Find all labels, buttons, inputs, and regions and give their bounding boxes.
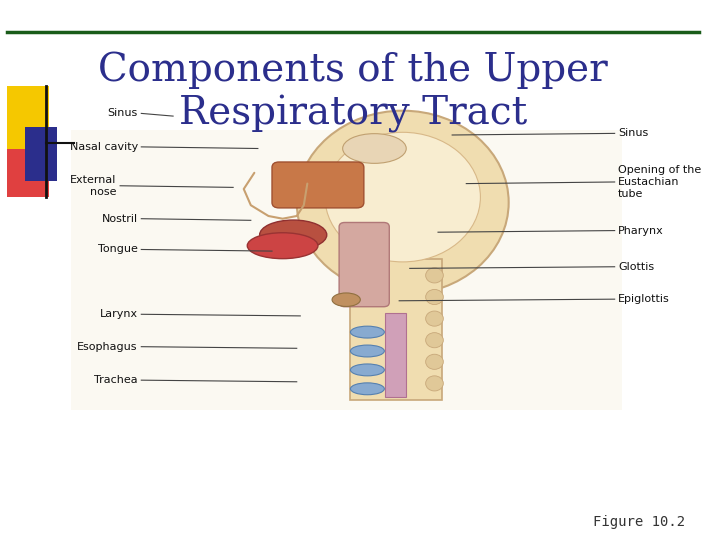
Ellipse shape [426, 333, 444, 348]
Text: Nasal cavity: Nasal cavity [70, 142, 138, 152]
Text: Epiglottis: Epiglottis [618, 294, 670, 304]
Text: Nostril: Nostril [102, 214, 138, 224]
Bar [350, 259, 441, 400]
Ellipse shape [426, 376, 444, 391]
FancyBboxPatch shape [272, 162, 364, 208]
Ellipse shape [351, 345, 384, 357]
Ellipse shape [343, 133, 406, 163]
Text: Opening of the
Eustachian
tube: Opening of the Eustachian tube [618, 165, 701, 199]
Text: Larynx: Larynx [99, 309, 138, 319]
Ellipse shape [260, 220, 327, 250]
Text: Sinus: Sinus [107, 109, 138, 118]
Bar [385, 313, 406, 397]
FancyBboxPatch shape [339, 222, 390, 307]
Ellipse shape [426, 354, 444, 369]
Ellipse shape [426, 311, 444, 326]
Ellipse shape [426, 268, 444, 283]
Text: Glottis: Glottis [618, 262, 654, 272]
Text: External
nose: External nose [70, 175, 117, 197]
Bar [7, 86, 50, 151]
Ellipse shape [325, 132, 480, 262]
Bar [7, 148, 50, 197]
Ellipse shape [247, 233, 318, 259]
Text: Pharynx: Pharynx [618, 226, 664, 235]
Bar [71, 130, 622, 410]
Text: Components of the Upper
Respiratory Tract: Components of the Upper Respiratory Trac… [99, 51, 608, 133]
Ellipse shape [297, 111, 508, 294]
Text: Esophagus: Esophagus [77, 342, 138, 352]
Text: Figure 10.2: Figure 10.2 [593, 515, 685, 529]
Ellipse shape [351, 364, 384, 376]
Ellipse shape [351, 383, 384, 395]
Text: Sinus: Sinus [618, 129, 649, 138]
Ellipse shape [351, 326, 384, 338]
Text: Trachea: Trachea [94, 375, 138, 385]
Ellipse shape [332, 293, 360, 306]
Text: Tongue: Tongue [98, 245, 138, 254]
Ellipse shape [426, 289, 444, 305]
Bar [24, 127, 57, 181]
